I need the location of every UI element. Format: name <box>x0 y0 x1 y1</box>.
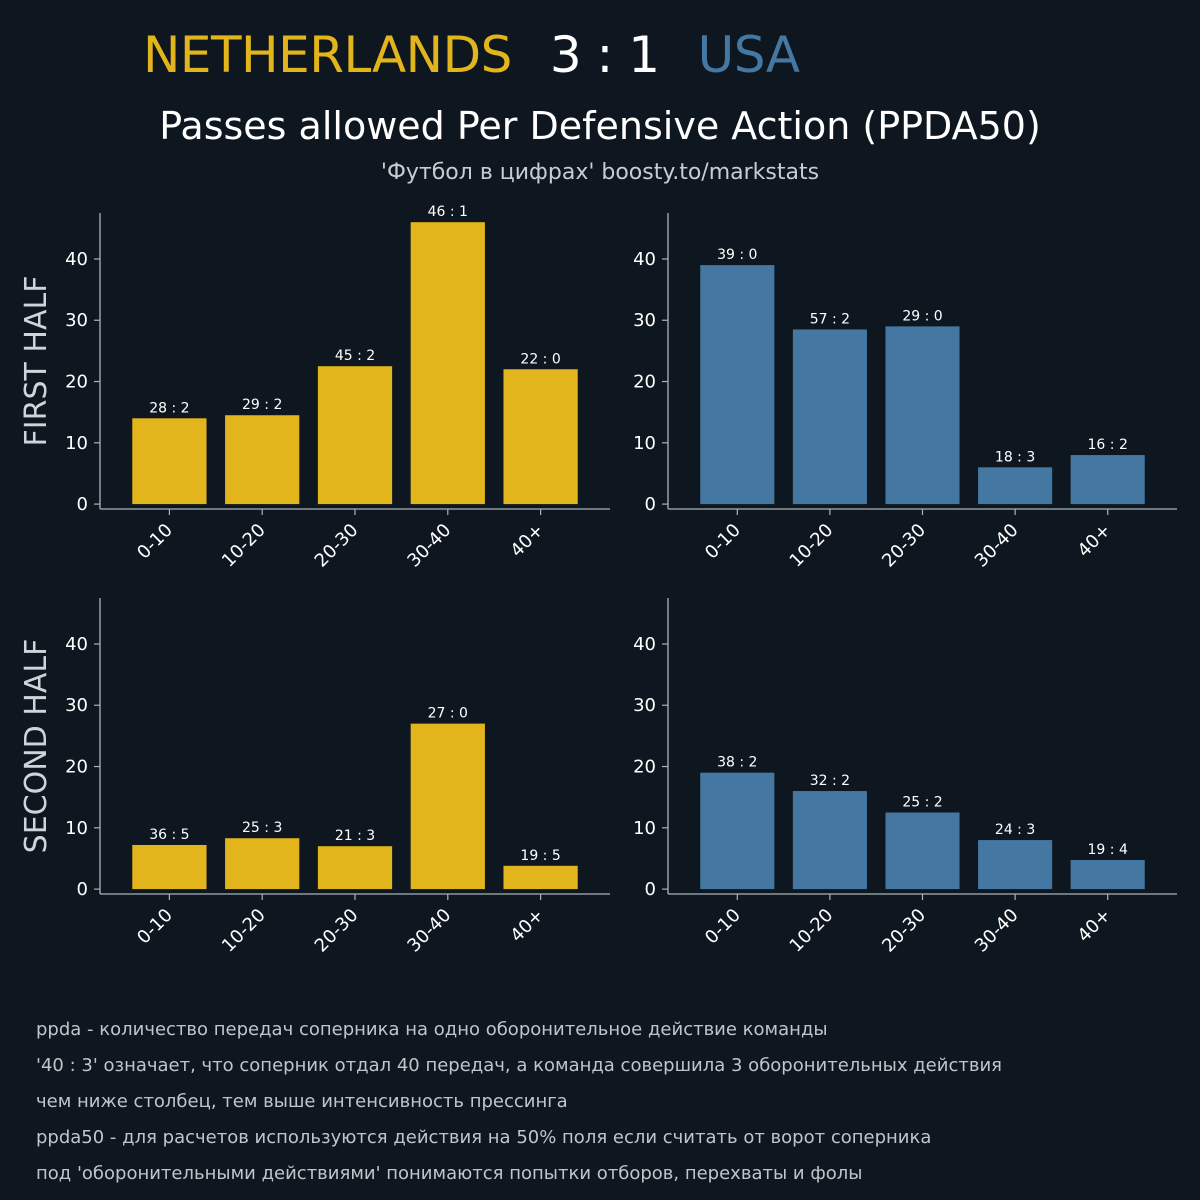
y-tick-label: 30 <box>633 310 656 331</box>
home-team-name: NETHERLANDS <box>143 26 512 84</box>
x-tick-label: 40+ <box>506 905 548 947</box>
bar <box>317 846 393 890</box>
x-tick-label: 20-30 <box>878 520 930 572</box>
row-label: SECOND HALF <box>19 639 54 854</box>
bar-value-label: 16 : 2 <box>1088 437 1128 453</box>
bar <box>410 222 485 505</box>
bar-value-label: 36 : 5 <box>149 827 189 843</box>
x-tick-label: 10-20 <box>218 905 270 957</box>
bar <box>1070 859 1145 890</box>
y-tick-label: 20 <box>65 372 88 393</box>
x-tick-label: 20-30 <box>311 905 363 957</box>
y-tick-label: 10 <box>65 433 88 454</box>
bar-value-label: 39 : 0 <box>717 247 757 263</box>
bar-value-label: 21 : 3 <box>335 828 375 844</box>
x-tick-label: 10-20 <box>218 520 270 572</box>
bar <box>225 415 300 505</box>
x-tick-label: 30-40 <box>403 905 455 957</box>
bar-value-label: 27 : 0 <box>428 706 468 722</box>
x-tick-label: 20-30 <box>878 905 930 957</box>
bar <box>885 326 960 505</box>
footnote: под 'оборонительными действиями' понимаю… <box>36 1163 863 1184</box>
bar <box>792 791 867 890</box>
away-team-name: USA <box>697 26 800 84</box>
bar <box>978 840 1053 890</box>
bar <box>503 369 578 505</box>
charts-canvas: 0 10 20 30 40 28 : 2 0-10 29 : 2 10-20 45 : 2 20-3… <box>19 204 1177 957</box>
bar <box>503 865 578 890</box>
y-tick-label: 30 <box>65 310 88 331</box>
x-tick-label: 10-20 <box>786 905 838 957</box>
y-tick-label: 0 <box>645 494 656 515</box>
bar <box>225 838 300 890</box>
y-tick-label: 20 <box>633 757 656 778</box>
x-tick-label: 30-40 <box>971 520 1023 572</box>
y-tick-label: 20 <box>65 757 88 778</box>
x-tick-label: 40+ <box>1074 905 1116 947</box>
footnotes: ppda - количество передач соперника на о… <box>36 1012 1002 1192</box>
bar-value-label: 19 : 4 <box>1088 842 1128 858</box>
bar-value-label: 25 : 3 <box>242 820 282 836</box>
footnote: чем ниже столбец, тем выше интенсивность… <box>36 1091 568 1112</box>
bar-value-label: 28 : 2 <box>149 400 189 416</box>
bar <box>132 844 207 890</box>
match-score: 3 : 1 <box>549 26 660 84</box>
bar-value-label: 29 : 0 <box>902 308 942 324</box>
x-tick-label: 10-20 <box>786 520 838 572</box>
bar <box>700 265 775 505</box>
bar-value-label: 38 : 2 <box>717 755 757 771</box>
bar <box>700 772 775 890</box>
bar <box>885 812 960 890</box>
y-tick-label: 10 <box>633 818 656 839</box>
y-tick-label: 0 <box>645 879 656 900</box>
x-tick-label: 40+ <box>1074 520 1116 562</box>
bar-value-label: 32 : 2 <box>810 773 850 789</box>
footnote: ppda - количество передач соперника на о… <box>36 1019 828 1040</box>
chart-subtitle: 'Футбол в цифрах' boosty.to/markstats <box>380 160 820 185</box>
y-tick-label: 30 <box>633 695 656 716</box>
bar-value-label: 25 : 2 <box>902 794 942 810</box>
bar-value-label: 18 : 3 <box>995 449 1035 465</box>
y-tick-label: 40 <box>65 634 88 655</box>
bar-value-label: 22 : 0 <box>520 351 560 367</box>
bar-value-label: 57 : 2 <box>810 311 850 327</box>
bar <box>1070 455 1145 505</box>
x-tick-label: 30-40 <box>971 905 1023 957</box>
x-tick-label: 40+ <box>506 520 548 562</box>
bar-value-label: 19 : 5 <box>520 848 560 864</box>
x-tick-label: 0-10 <box>133 905 177 949</box>
bar <box>317 366 393 505</box>
x-tick-label: 0-10 <box>133 520 177 564</box>
y-tick-label: 40 <box>633 249 656 270</box>
footnote: ppda50 - для расчетов используются дейст… <box>36 1127 932 1148</box>
bar <box>132 418 207 505</box>
y-tick-label: 40 <box>633 634 656 655</box>
bar-value-label: 46 : 1 <box>428 204 468 220</box>
row-label: FIRST HALF <box>19 276 54 447</box>
match-header: NETHERLANDS 3 : 1 USA <box>143 26 800 84</box>
x-tick-label: 0-10 <box>701 905 745 949</box>
footnote: '40 : 3' означает, что соперник отдал 40… <box>36 1055 1002 1076</box>
y-tick-label: 20 <box>633 372 656 393</box>
bar <box>792 329 867 505</box>
y-tick-label: 0 <box>77 879 88 900</box>
y-tick-label: 30 <box>65 695 88 716</box>
y-tick-label: 10 <box>633 433 656 454</box>
y-tick-label: 0 <box>77 494 88 515</box>
bar <box>410 723 485 890</box>
y-tick-label: 10 <box>65 818 88 839</box>
chart-title: Passes allowed Per Defensive Action (PPD… <box>159 104 1041 148</box>
bar-value-label: 24 : 3 <box>995 822 1035 838</box>
x-tick-label: 30-40 <box>403 520 455 572</box>
bar-value-label: 29 : 2 <box>242 397 282 413</box>
y-tick-label: 40 <box>65 249 88 270</box>
x-tick-label: 0-10 <box>701 520 745 564</box>
x-tick-label: 20-30 <box>311 520 363 572</box>
bar-value-label: 45 : 2 <box>335 348 375 364</box>
bar <box>978 467 1053 505</box>
